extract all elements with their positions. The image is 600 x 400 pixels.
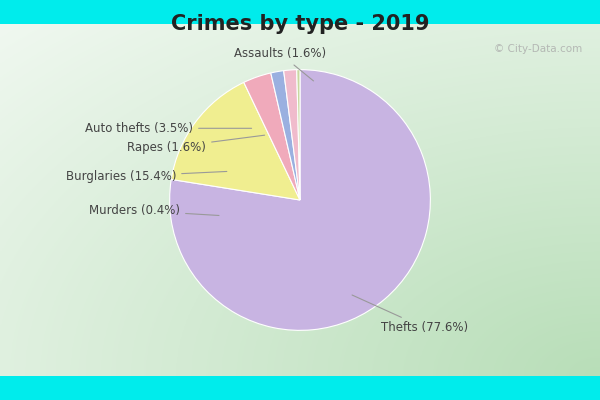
Wedge shape xyxy=(244,73,300,200)
Text: Rapes (1.6%): Rapes (1.6%) xyxy=(127,135,265,154)
Text: Auto thefts (3.5%): Auto thefts (3.5%) xyxy=(85,122,251,135)
Wedge shape xyxy=(297,70,300,200)
Text: Murders (0.4%): Murders (0.4%) xyxy=(89,204,219,217)
Text: © City-Data.com: © City-Data.com xyxy=(494,44,582,54)
Wedge shape xyxy=(170,70,430,330)
Text: Crimes by type - 2019: Crimes by type - 2019 xyxy=(171,14,429,34)
Text: Thefts (77.6%): Thefts (77.6%) xyxy=(352,295,468,334)
Wedge shape xyxy=(284,70,300,200)
Text: Assaults (1.6%): Assaults (1.6%) xyxy=(235,48,326,81)
Wedge shape xyxy=(171,82,300,200)
Text: Burglaries (15.4%): Burglaries (15.4%) xyxy=(65,170,227,183)
Wedge shape xyxy=(271,71,300,200)
